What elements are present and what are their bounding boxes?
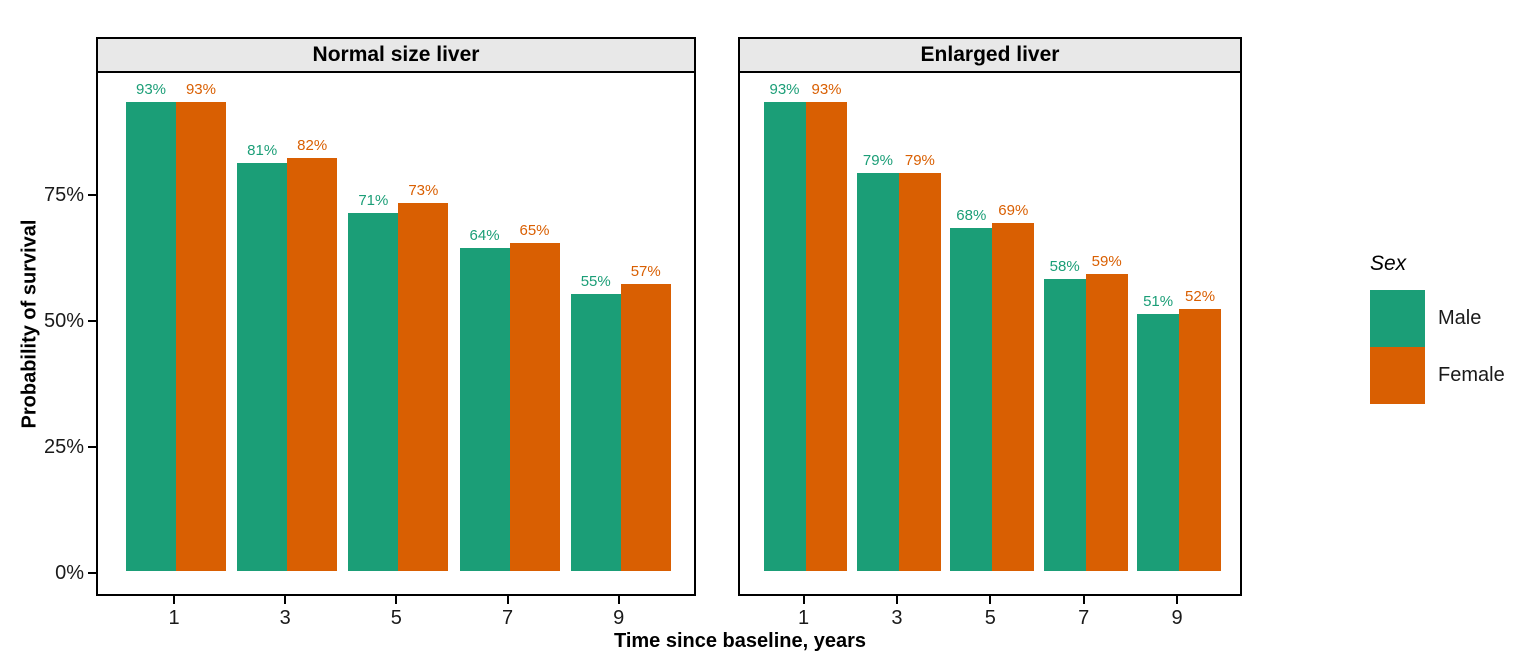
bar-male-year-5 — [950, 228, 993, 571]
bar-value-label: 93% — [769, 81, 800, 99]
x-tick-mark — [395, 596, 398, 604]
bar-value-label: 59% — [1091, 252, 1122, 270]
bar-male-year-3 — [237, 162, 288, 571]
x-tick-label: 1 — [168, 607, 180, 629]
bar-value-label: 57% — [630, 262, 661, 280]
legend-label: Female — [1438, 364, 1505, 386]
legend-key-swatch — [1370, 347, 1425, 404]
bar-female-year-9 — [1179, 308, 1222, 571]
x-tick-label: 5 — [390, 607, 402, 629]
x-tick-mark — [173, 596, 175, 604]
x-tick-mark — [284, 596, 287, 604]
x-tick-label: 7 — [1078, 607, 1090, 629]
bar-value-label: 93% — [185, 81, 216, 99]
y-tick-label: 0% — [55, 562, 84, 584]
plot-panel: 93% 93% 81% 82% 71% 73% 64% 65% 55% 57% — [96, 71, 696, 596]
bar-male-year-7 — [1043, 278, 1086, 571]
x-tick-label: 9 — [1171, 607, 1183, 629]
bar-female-year-7 — [509, 243, 560, 571]
x-tick-mark — [1082, 596, 1085, 604]
bar-female-year-1 — [176, 102, 226, 571]
bar-value-label: 68% — [956, 207, 987, 225]
bar-female-year-3 — [898, 172, 941, 571]
legend-entries: Male Female — [1370, 290, 1505, 404]
x-tick-mark — [617, 596, 620, 604]
bar-value-label: 73% — [408, 182, 439, 200]
bar-female-year-3 — [287, 157, 338, 571]
bar-female-year-5 — [992, 223, 1035, 571]
x-tick-mark — [802, 596, 805, 604]
bar-male-year-1 — [763, 102, 806, 571]
facet-strip-label: Enlarged liver — [738, 37, 1242, 71]
bar-value-label: 93% — [811, 81, 842, 99]
bar-male-year-7 — [459, 248, 510, 571]
legend: Sex Male Female — [1370, 252, 1505, 404]
plot-panel: 93% 93% 79% 79% 68% 69% 58% 59% 51% 52% — [738, 71, 1242, 596]
x-tick-label: 1 — [797, 607, 810, 629]
x-tick-label: 5 — [984, 607, 996, 629]
y-tick-mark — [88, 572, 96, 574]
bar-female-year-7 — [1085, 273, 1128, 571]
y-tick-mark — [88, 446, 96, 448]
bar-female-year-9 — [620, 283, 671, 571]
bar-value-label: 55% — [580, 272, 611, 290]
bar-value-label: 79% — [904, 151, 935, 169]
legend-key-swatch — [1370, 290, 1425, 347]
bar-value-label: 69% — [998, 202, 1029, 220]
bar-male-year-9 — [1137, 313, 1180, 571]
facet-normal-liver: Normal size liver 93% 93% 81% 82% 71% 73% 64% 65… — [96, 37, 696, 647]
bar-value-label: 64% — [469, 227, 500, 245]
bar-value-label: 82% — [297, 136, 328, 154]
x-tick-label: 9 — [613, 607, 625, 629]
facet-enlarged-liver: Enlarged liver 93% 93% 79% 79% 68% 69% 58% 59% 51… — [738, 37, 1242, 647]
x-tick-mark — [895, 596, 898, 604]
bar-female-year-1 — [805, 102, 848, 571]
bar-value-label: 79% — [862, 151, 893, 169]
legend-entry-male: Male — [1370, 290, 1505, 347]
bar-value-label: 81% — [247, 141, 278, 159]
x-tick-mark — [1176, 596, 1179, 604]
legend-label: Male — [1438, 307, 1482, 329]
bar-male-year-5 — [348, 213, 399, 571]
bar-value-label: 52% — [1185, 287, 1216, 305]
bar-value-label: 93% — [135, 81, 167, 99]
legend-entry-female: Female — [1370, 347, 1505, 404]
x-tick-mark — [989, 596, 992, 604]
y-tick-label: 50% — [43, 310, 84, 332]
bar-value-label: 71% — [358, 192, 389, 210]
y-tick-mark — [88, 194, 96, 196]
x-tick-label: 3 — [891, 607, 903, 629]
bar-male-year-3 — [856, 172, 899, 571]
bar-male-year-1 — [126, 102, 176, 571]
y-tick-mark — [88, 320, 96, 322]
bar-value-label: 65% — [519, 222, 550, 240]
x-tick-label: 3 — [279, 607, 291, 629]
y-tick-label: 75% — [43, 184, 84, 206]
bar-male-year-9 — [570, 293, 621, 571]
y-tick-label: 25% — [43, 436, 84, 458]
bar-value-label: 58% — [1049, 257, 1080, 275]
x-axis-title: Time since baseline, years — [613, 630, 866, 652]
bar-value-label: 51% — [1143, 292, 1174, 310]
legend-title: Sex — [1370, 252, 1407, 275]
facet-strip-label: Normal size liver — [96, 37, 696, 71]
x-tick-mark — [506, 596, 509, 604]
x-tick-label: 7 — [501, 607, 514, 629]
bar-female-year-5 — [398, 203, 449, 571]
